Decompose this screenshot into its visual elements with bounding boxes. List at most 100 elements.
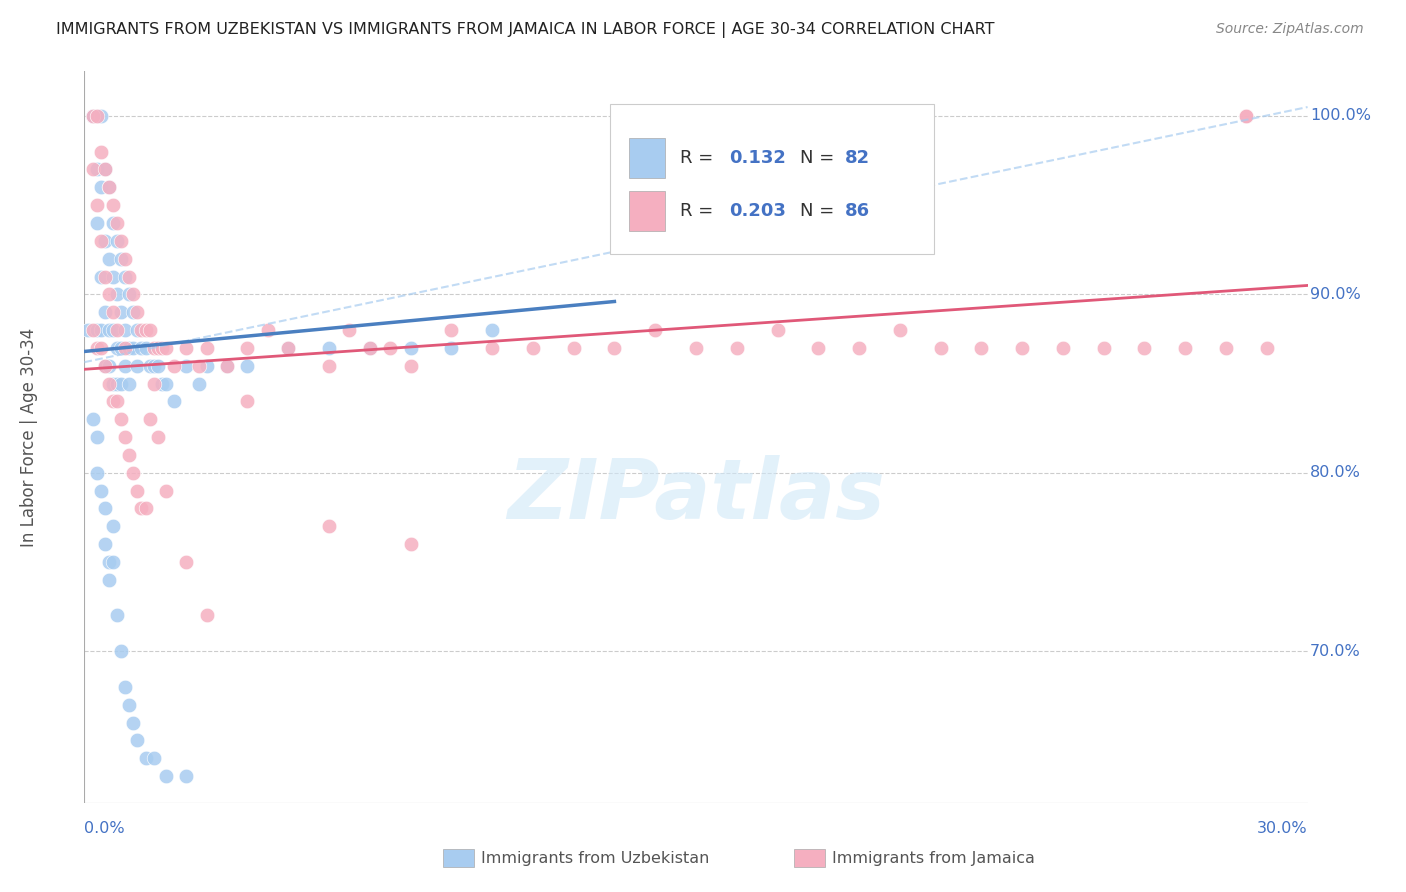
Point [1234,109,1257,123]
Point [82,323,104,337]
Point [603,341,626,355]
Text: IMMIGRANTS FROM UZBEKISTAN VS IMMIGRANTS FROM JAMAICA IN LABOR FORCE | AGE 30-34: IMMIGRANTS FROM UZBEKISTAN VS IMMIGRANTS… [56,22,994,38]
Point [101,394,124,409]
Point [101,376,124,391]
Point [90,145,112,159]
Point [101,519,124,533]
Point [93,234,115,248]
Point [135,323,157,337]
Point [114,323,136,337]
Point [131,341,153,355]
Point [101,216,124,230]
FancyBboxPatch shape [628,191,665,231]
Point [110,252,132,266]
Point [97,323,120,337]
Point [1174,341,1197,355]
Point [86,323,108,337]
Point [105,341,128,355]
Point [380,341,402,355]
Point [146,359,169,373]
Point [807,341,830,355]
Point [174,769,197,783]
Point [110,234,132,248]
Text: 90.0%: 90.0% [1310,287,1361,301]
Point [86,341,108,355]
Text: Immigrants from Jamaica: Immigrants from Jamaica [832,851,1035,865]
Point [97,252,120,266]
Point [101,555,124,569]
Point [86,466,108,480]
Point [110,376,132,391]
Point [138,412,160,426]
Point [93,537,115,551]
Point [195,608,218,623]
Point [1092,341,1115,355]
Point [114,680,136,694]
Text: N =: N = [800,149,839,167]
Point [135,341,157,355]
Point [101,305,124,319]
Point [110,412,132,426]
Point [77,323,100,337]
Text: 82: 82 [845,149,870,167]
Point [105,216,128,230]
Point [97,376,120,391]
Point [150,376,173,391]
Text: Source: ZipAtlas.com: Source: ZipAtlas.com [1216,22,1364,37]
Point [114,269,136,284]
Point [118,269,141,284]
Point [114,252,136,266]
Point [127,323,149,337]
Point [644,323,666,337]
Point [725,341,748,355]
Point [142,751,165,765]
Text: 0.0%: 0.0% [84,821,125,836]
Point [127,483,149,498]
Point [114,341,136,355]
Point [105,234,128,248]
Point [766,323,789,337]
Point [118,698,141,712]
Point [146,430,169,444]
Point [90,323,112,337]
Text: R =: R = [681,149,718,167]
Point [277,341,299,355]
Point [114,430,136,444]
Point [257,323,280,337]
Point [1256,341,1278,355]
Point [90,234,112,248]
Point [90,483,112,498]
Point [217,359,239,373]
Text: ZIPatlas: ZIPatlas [508,455,884,536]
Point [86,162,108,177]
Point [86,430,108,444]
Point [93,501,115,516]
Point [142,359,165,373]
Point [142,376,165,391]
Point [118,287,141,301]
Point [131,323,153,337]
Point [174,341,197,355]
Point [150,341,173,355]
Point [86,216,108,230]
Point [127,359,149,373]
Point [105,394,128,409]
Text: 70.0%: 70.0% [1310,644,1361,658]
Point [122,287,145,301]
Point [146,341,169,355]
Point [195,359,218,373]
Point [187,376,209,391]
Point [86,109,108,123]
Point [97,573,120,587]
Point [118,448,141,462]
Point [174,359,197,373]
Text: 0.132: 0.132 [728,149,786,167]
Point [440,323,463,337]
Text: 80.0%: 80.0% [1310,466,1361,480]
Point [105,287,128,301]
Point [82,412,104,426]
Text: N =: N = [800,202,839,219]
Text: 86: 86 [845,202,870,219]
Point [359,341,381,355]
Point [97,555,120,569]
